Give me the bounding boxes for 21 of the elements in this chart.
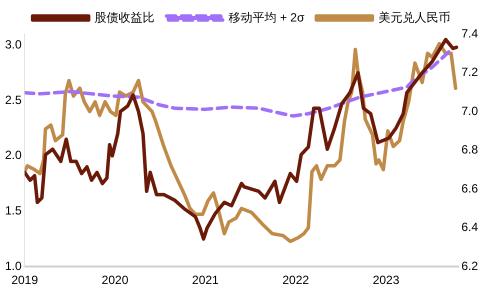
y2-tick-label: 6.2 — [461, 258, 478, 273]
y-tick-label: 3.0 — [4, 37, 22, 52]
x-tick-label: 2019 — [11, 273, 38, 288]
legend-label: 股债收益比 — [94, 10, 155, 24]
y2-tick-label: 7.4 — [461, 26, 478, 40]
x-tick-label: 2023 — [372, 273, 400, 288]
legend-label: 移动平均 + 2σ — [228, 10, 305, 24]
y2-tick-label: 6.6 — [461, 181, 478, 196]
y2-tick-label: 7.2 — [461, 65, 478, 80]
y-tick-label: 1.5 — [4, 204, 22, 218]
y-tick-label: 1.0 — [4, 258, 22, 273]
line-series — [24, 48, 452, 118]
y-tick-label: 2.5 — [4, 92, 22, 107]
legend-label: 美元兑人民币 — [378, 10, 450, 24]
x-tick-label: 2022 — [282, 273, 310, 288]
x-tick-label: 2020 — [102, 273, 129, 288]
x-tick-label: 2021 — [192, 273, 220, 288]
y2-tick-label: 6.4 — [461, 220, 478, 234]
y2-tick-label: 6.8 — [461, 142, 478, 157]
y-tick-label: 2.0 — [4, 148, 22, 162]
y2-tick-label: 7.0 — [461, 104, 478, 118]
